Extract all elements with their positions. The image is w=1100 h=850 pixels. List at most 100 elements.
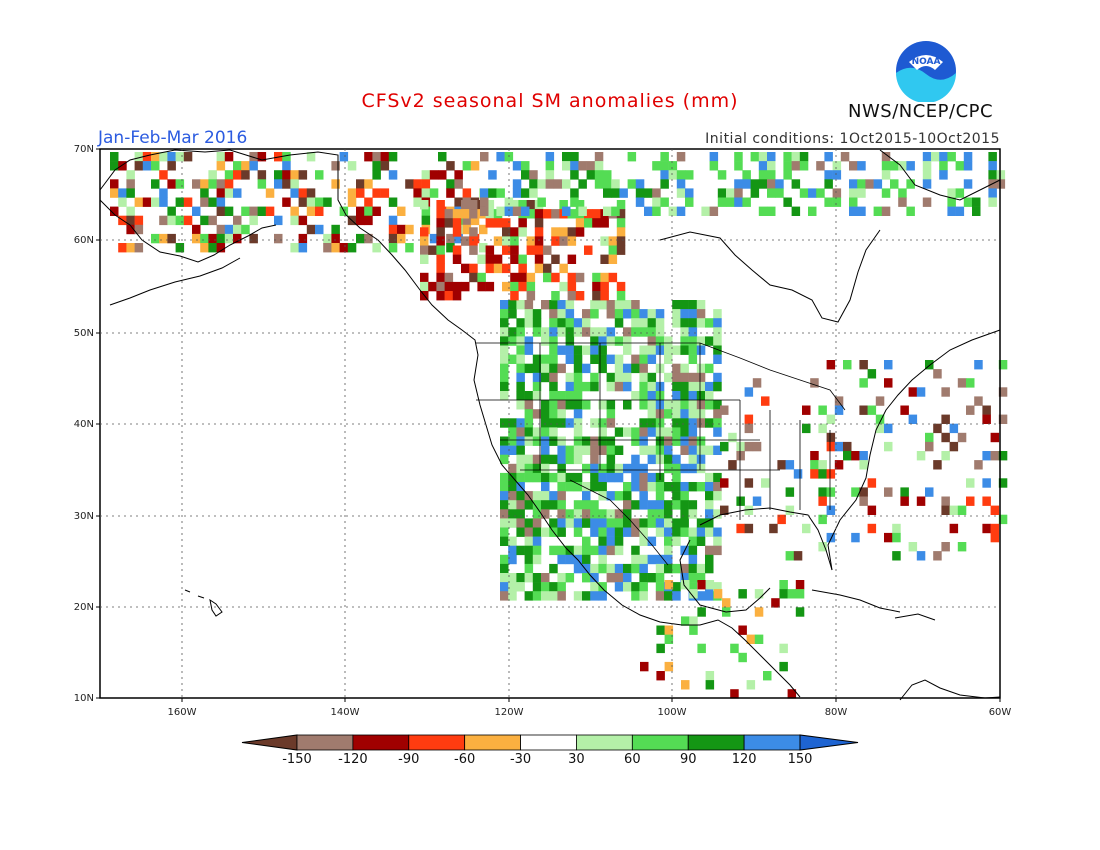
anomaly-cell: [372, 170, 381, 180]
anomaly-cell: [639, 436, 648, 446]
anomaly-cell: [763, 671, 772, 681]
anomaly-cell: [126, 188, 135, 198]
anomaly-cell: [908, 542, 918, 552]
anomaly-cell: [639, 500, 648, 510]
anomaly-cell: [785, 487, 795, 497]
anomaly-cell: [834, 405, 844, 415]
anomaly-cell: [688, 372, 698, 383]
anomaly-cell: [549, 418, 558, 428]
anomaly-cell: [795, 589, 805, 599]
anomaly-cell: [508, 300, 517, 310]
anomaly-cell: [660, 179, 669, 189]
anomaly-cell: [996, 179, 1006, 189]
anomaly-cell: [421, 215, 431, 226]
anomaly-cell: [606, 300, 616, 310]
anomaly-cell: [436, 281, 445, 292]
anomaly-cell: [421, 206, 431, 216]
anomaly-cell: [479, 243, 488, 253]
anomaly-cell: [557, 573, 566, 583]
anomaly-cell: [832, 197, 842, 207]
anomaly-cell: [469, 263, 478, 274]
anomaly-cell: [688, 381, 698, 392]
anomaly-cell: [606, 418, 616, 428]
anomaly-cell: [851, 532, 860, 543]
anomaly-cell: [761, 396, 770, 406]
anomaly-cell: [705, 563, 714, 574]
anomaly-cell: [966, 496, 975, 506]
anomaly-cell: [696, 573, 706, 583]
anomaly-cell: [233, 215, 242, 226]
anomaly-cells: [110, 152, 1008, 699]
anomaly-cell: [639, 554, 648, 565]
anomaly-cell: [192, 179, 201, 189]
anomaly-cell: [502, 263, 511, 274]
anomaly-cell: [614, 491, 624, 501]
anomaly-cell: [510, 245, 519, 255]
anomaly-cell: [567, 236, 577, 246]
anomaly-cell: [826, 505, 836, 515]
anomaly-cell: [709, 152, 719, 162]
graticule: [100, 149, 1000, 698]
anomaly-cell: [709, 161, 719, 171]
anomaly-cell: [664, 580, 674, 590]
anomaly-cell: [388, 152, 398, 162]
anomaly-cell: [582, 363, 591, 374]
anomaly-cell: [758, 206, 768, 216]
anomaly-cell: [672, 436, 681, 446]
anomaly-cell: [557, 309, 566, 319]
anomaly-cell: [616, 291, 626, 301]
anomaly-cell: [664, 563, 673, 574]
anomaly-cell: [881, 188, 891, 198]
anomaly-cell: [713, 372, 722, 383]
anomaly-cell: [557, 363, 566, 374]
anomaly-cell: [606, 545, 616, 556]
anomaly-cell: [134, 215, 144, 226]
anomaly-cell: [713, 582, 722, 592]
anomaly-cell: [908, 387, 918, 397]
anomaly-cell: [875, 423, 885, 434]
anomaly-cell: [590, 518, 599, 528]
anomaly-cell: [516, 491, 525, 501]
anomaly-cell: [541, 418, 550, 428]
anomaly-cell: [949, 441, 959, 452]
anomaly-cell: [582, 491, 591, 501]
anomaly-cell: [485, 263, 495, 274]
anomaly-cell: [824, 179, 833, 189]
anomaly-cell: [623, 491, 632, 501]
anomaly-cell: [524, 318, 534, 328]
anomaly-cell: [832, 161, 842, 171]
anomaly-cell: [524, 536, 534, 546]
anomaly-cell: [696, 372, 706, 383]
anomaly-cell: [134, 243, 144, 253]
anomaly-cell: [578, 206, 587, 216]
anomaly-cell: [541, 372, 550, 383]
lon-label: 140W: [331, 707, 360, 718]
anomaly-cell: [750, 179, 760, 189]
anomaly-cell: [524, 345, 534, 355]
anomaly-cell: [592, 281, 601, 292]
anomaly-cell: [664, 661, 674, 672]
anomaly-cell: [567, 227, 577, 237]
anomaly-cell: [175, 243, 185, 253]
anomaly-cell: [783, 161, 792, 171]
anomaly-cell: [785, 505, 795, 515]
anomaly-cell: [356, 215, 365, 226]
anomaly-cell: [598, 472, 607, 483]
anomaly-cell: [631, 472, 640, 483]
anomaly-cell: [582, 482, 591, 492]
anomaly-cell: [567, 272, 577, 283]
anomaly-cell: [614, 463, 624, 474]
anomaly-cell: [462, 224, 472, 235]
anomaly-cell: [818, 460, 827, 470]
anomaly-cell: [532, 427, 542, 437]
anomaly-cell: [988, 152, 997, 162]
anomaly-cell: [631, 363, 640, 374]
anomaly-cell: [126, 215, 135, 226]
anomaly-cell: [582, 309, 591, 319]
anomaly-cell: [672, 391, 681, 401]
anomaly-cell: [233, 224, 242, 235]
anomaly-cell: [224, 170, 234, 180]
anomaly-cell: [500, 336, 509, 346]
anomaly-cell: [916, 496, 926, 506]
